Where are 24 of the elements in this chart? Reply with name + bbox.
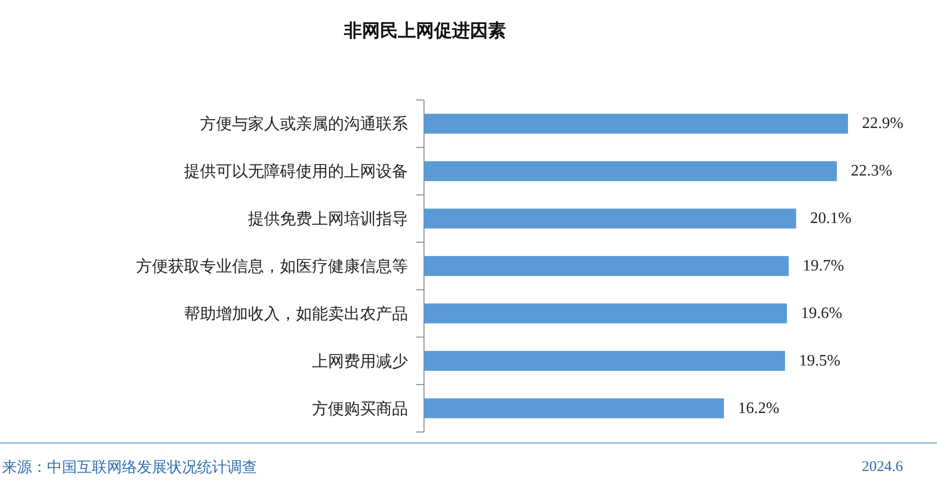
data-label: 19.5% — [799, 352, 840, 370]
bar — [424, 256, 789, 276]
bar — [424, 350, 786, 371]
y-tick-label: 方便与家人或亲属的沟通联系 — [200, 114, 408, 134]
y-tick-label: 提供免费上网培训指导 — [248, 209, 408, 228]
bar — [424, 208, 796, 229]
bar — [424, 161, 837, 182]
bar — [424, 398, 724, 418]
y-tick-label: 方便获取专业信息，如医疗健康信息等 — [136, 256, 408, 276]
y-tick-label: 方便购买商品 — [312, 398, 408, 418]
data-label: 16.2% — [738, 400, 780, 417]
text: 2024.6 — [862, 459, 904, 475]
source-note: 来源：中国互联网络发展状况统计调查 — [2, 458, 257, 476]
bar — [424, 303, 787, 324]
data-label: 19.6% — [800, 304, 842, 322]
y-tick-label: 提供可以无障碍使用的上网设备 — [184, 162, 408, 181]
data-label: 20.1% — [810, 210, 852, 228]
data-label: 22.9% — [862, 115, 904, 132]
chart-title: 非网民上网促进因素 — [343, 20, 506, 42]
bar — [424, 114, 848, 134]
y-tick-label: 帮助增加收入，如能卖出农产品 — [184, 304, 408, 323]
data-label: 22.3% — [850, 162, 892, 180]
data-label: 19.7% — [802, 258, 844, 274]
y-tick-label: 上网费用减少 — [312, 351, 408, 370]
